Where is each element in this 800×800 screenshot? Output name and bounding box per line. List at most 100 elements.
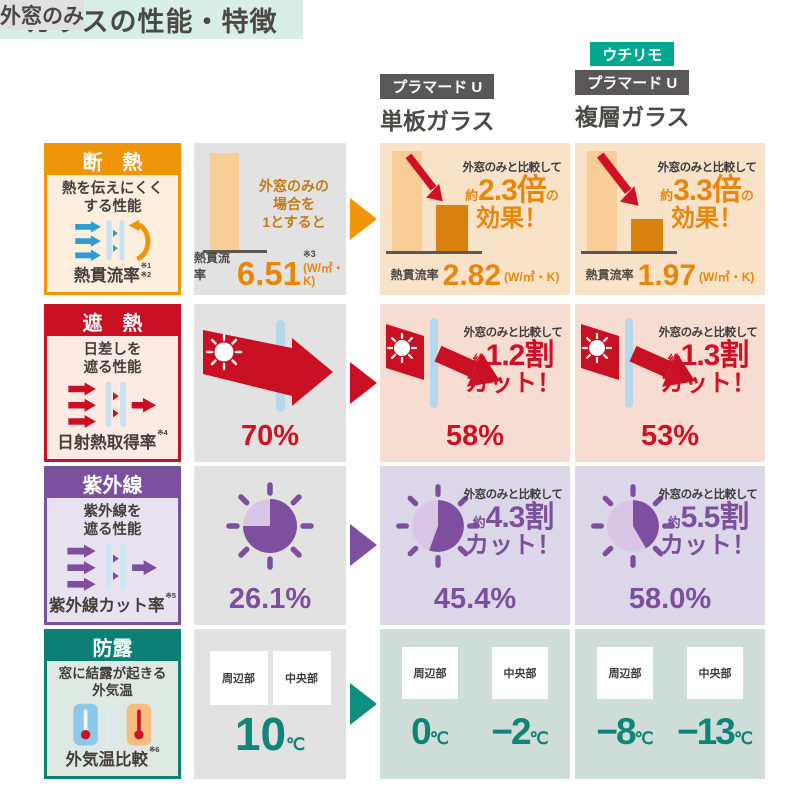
condensation-metric-name: 外気温比較	[65, 751, 149, 769]
compare-note: 外窓のみと比較して	[657, 162, 757, 174]
shading-metric-note: ※4	[157, 428, 168, 437]
uv-base-panel: 26.1%	[194, 466, 346, 625]
effect-value: 1.3割	[680, 339, 750, 372]
condensation-row-title: 防露	[47, 632, 178, 661]
approx: 約	[660, 188, 674, 203]
shading-single-panel: 外窓のみと比較して 約1.2割 カット！ 58%	[380, 304, 570, 462]
temp-center: −2℃	[475, 711, 565, 753]
base-note: 外窓のみの 場合を 1とすると	[259, 178, 329, 231]
temp-value: 0	[411, 711, 432, 752]
effect-value: 4.3割	[485, 501, 555, 534]
effect-value: 2.3倍	[478, 174, 547, 207]
metric-unit: (W/㎡・K)	[504, 270, 560, 284]
single-metric-line: 熱貫流率 2.82 (W/㎡・K)	[380, 260, 570, 289]
insulation-single-compare: 外窓のみと比較して 約2.3倍の 効果！	[458, 159, 566, 231]
insulation-metric-name: 熱貫流率	[73, 267, 140, 285]
compare-note: 外窓のみと比較して	[658, 489, 758, 501]
metric-value: 1.97	[637, 258, 697, 292]
effect-value: 3.3倍	[673, 174, 742, 207]
shading-single-value: 58%	[445, 420, 505, 452]
effect-value: 5.5割	[680, 501, 750, 534]
badge-plamado-u: プラマード U	[380, 74, 495, 99]
condensation-base-temp: 10℃	[194, 707, 346, 761]
approx: 約	[472, 353, 486, 368]
temp-col-center: 中央部 −2℃	[475, 647, 565, 753]
approx: 約	[465, 188, 479, 203]
compare-note: 外窓のみと比較して	[658, 327, 758, 339]
effect-word: 効果！	[671, 205, 743, 232]
position-chips: 周辺部 中央部	[194, 651, 346, 705]
condensation-label-box: 防露 窓に結露が起きる 外気温 外気温比較 ※6	[44, 629, 181, 779]
effect-word: カット！	[660, 370, 756, 397]
effect-word: カット！	[660, 532, 756, 559]
metric-unit: (W/㎡・K)	[303, 263, 344, 288]
column-name-double-glass: 複層ガラス	[575, 104, 690, 130]
uv-single-compare: 外窓のみと比較して 約4.3割 カット！	[460, 486, 566, 558]
temp-col-center: 中央部 −13℃	[670, 647, 760, 753]
temp-unit: ℃	[429, 729, 449, 748]
chip-edge: 周辺部	[597, 647, 653, 699]
uv-double-value: 58.0%	[628, 583, 712, 615]
decrease-arrow-icon	[596, 152, 639, 206]
temp-unit: ℃	[286, 735, 306, 754]
temp-value: −2	[491, 711, 531, 752]
chart-baseline	[581, 251, 677, 254]
shading-double-value: 53%	[640, 420, 700, 452]
metric-unit: (W/㎡・K)	[699, 270, 755, 284]
flow-arrow-insulation	[350, 198, 377, 240]
insulation-metric: 熱貫流率 ※1 ※2	[73, 261, 151, 286]
sun-heat-arrow-icon	[203, 320, 333, 412]
approx: 約	[667, 515, 681, 530]
sun-pie-icon	[396, 484, 480, 568]
column-header-double-glass: ウチリモ プラマード U 複層ガラス	[575, 42, 690, 132]
uv-metric-name: 紫外線カット率	[49, 597, 165, 615]
sun-pie-icon	[226, 482, 314, 570]
chip-center: 中央部	[687, 647, 743, 699]
flow-arrow-shading	[350, 362, 377, 404]
badge-plamado-u-2: プラマード U	[575, 70, 690, 95]
approx: 約	[667, 353, 681, 368]
insulation-single-panel: 外窓のみと比較して 約2.3倍の 効果！ 熱貫流率 2.82 (W/㎡・K)	[380, 143, 570, 295]
uv-label-box: 紫外線 紫外線を 遮る性能 紫外線カット率 ※5	[44, 466, 181, 625]
shading-label-box: 遮 熱 日差しを 遮る性能 日射熱取得率 ※4	[44, 304, 181, 462]
shading-double-compare: 外窓のみと比較して 約1.3割 カット！	[655, 324, 761, 396]
temp-unit: ℃	[634, 729, 654, 748]
condensation-double-panel: 周辺部 −8℃ 中央部 −13℃	[575, 629, 765, 779]
short-bar	[631, 219, 663, 251]
effect-word: カット！	[465, 532, 561, 559]
condensation-single-panel: 周辺部 0℃ 中央部 −2℃	[380, 629, 570, 779]
temp-unit: ℃	[529, 729, 549, 748]
flow-arrow-uv	[350, 524, 377, 566]
shading-icon	[67, 381, 156, 429]
condensation-desc: 窓に結露が起きる 外気温	[58, 666, 167, 698]
metric-label: 熱貫流率	[585, 268, 634, 282]
sun-heat-arrow-icon	[386, 318, 501, 408]
uv-desc: 紫外線を 遮る性能	[83, 504, 142, 539]
shading-base-value: 70%	[240, 420, 300, 452]
chip-edge: 周辺部	[402, 647, 458, 699]
temp-unit: ℃	[733, 729, 753, 748]
metric-value: 6.51	[236, 254, 302, 292]
effect-word: 効果！	[476, 205, 548, 232]
metric-label: 熱貫流率	[194, 251, 231, 282]
condensation-base-panel: 周辺部 中央部 10℃	[194, 629, 346, 779]
compare-note: 外窓のみと比較して	[463, 327, 563, 339]
condensation-metric-note: ※6	[149, 745, 160, 754]
temp-value: −13	[677, 711, 736, 752]
condensation-metric: 外気温比較 ※6	[65, 745, 160, 770]
uv-icon	[66, 543, 157, 592]
sun-pie-icon	[591, 484, 675, 568]
temp-col-edge: 周辺部 −8℃	[580, 647, 670, 753]
insulation-label-box: 断 熱 熱を伝えにくく する性能 熱貫流率 ※1 ※2	[44, 143, 181, 295]
temp-edge: 0℃	[385, 711, 475, 753]
sun-heat-arrow-icon	[581, 318, 696, 408]
uv-metric: 紫外線カット率 ※5	[49, 591, 176, 616]
decrease-arrow-icon	[405, 153, 443, 202]
chip-center: 中央部	[492, 647, 548, 699]
uv-metric-note: ※5	[165, 591, 176, 600]
uv-single-value: 45.4%	[433, 583, 517, 615]
compare-note: 外窓のみと比較して	[462, 162, 562, 174]
tail: の	[740, 188, 754, 203]
condensation-icon	[72, 703, 151, 746]
